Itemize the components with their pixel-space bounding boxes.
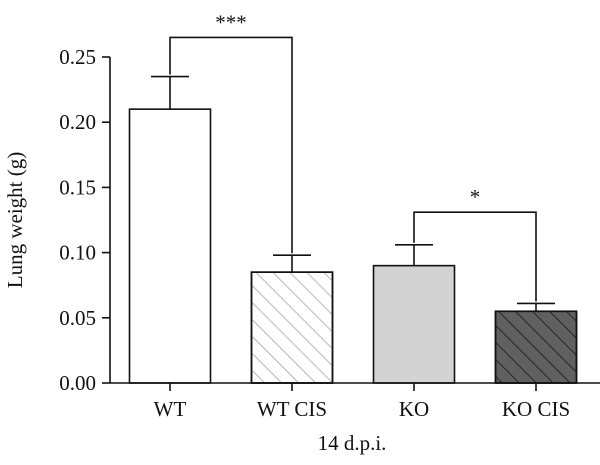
y-tick-label: 0.05 — [59, 306, 96, 330]
significance-bracket — [169, 36, 293, 254]
bar-wt — [128, 108, 212, 384]
x-tick-label: WT — [154, 397, 187, 421]
y-tick-label: 0.00 — [59, 371, 96, 395]
y-tick-label: 0.20 — [59, 110, 96, 134]
bars-group — [128, 108, 578, 384]
significance-group: **** — [169, 10, 537, 302]
x-tick-label: KO CIS — [502, 397, 570, 421]
significance-label: * — [470, 185, 481, 209]
y-tick-label: 0.15 — [59, 175, 96, 199]
bar-hatch — [250, 271, 334, 384]
y-tick-label: 0.25 — [59, 45, 96, 69]
x-ticks-group: WT WT CIS KO KO CIS — [154, 383, 570, 421]
y-tick-label: 0.10 — [59, 241, 96, 265]
significance-label: *** — [215, 10, 247, 34]
x-tick-label: KO — [399, 397, 429, 421]
significance-bracket — [413, 211, 537, 302]
bar-hatch — [494, 310, 578, 384]
y-axis-title: Lung weight (g) — [3, 152, 27, 288]
error-bars-group — [151, 75, 555, 312]
x-axis-title: 14 d.p.i. — [318, 431, 387, 455]
x-tick-label: WT CIS — [257, 397, 327, 421]
bar-ko — [372, 264, 456, 384]
y-ticks-group: 0.00 0.05 0.10 0.15 0.20 0.25 — [59, 45, 110, 395]
